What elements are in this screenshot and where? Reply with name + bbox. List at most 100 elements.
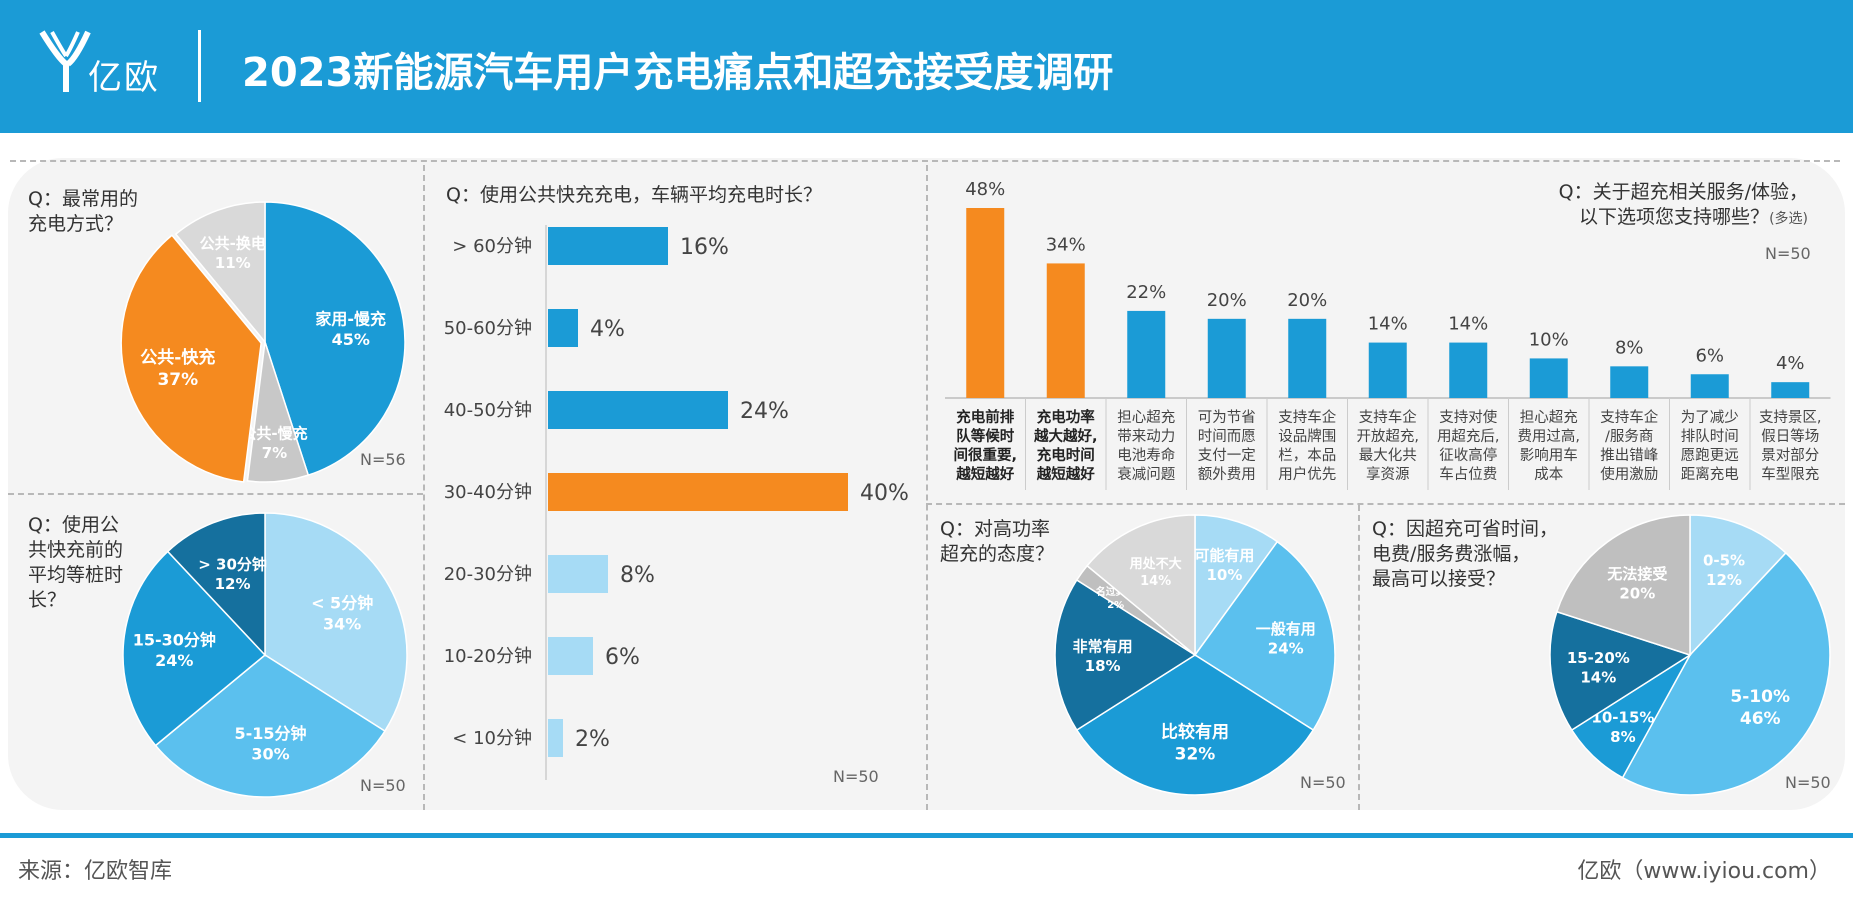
vbar-category-label: 为了减少排队时间愿跑更远距离充电 [1681,409,1739,483]
pie-slice [122,550,267,747]
hbar-bar [548,473,848,511]
vbar-bar [1771,382,1810,398]
pie-slice [1193,540,1336,732]
pie-slice [1075,654,1315,796]
vbar-value-label: 34% [1046,234,1086,255]
n-attitude: N=50 [1300,773,1346,792]
hbar-value-label: 8% [620,563,655,588]
q-price-increase: Q：因超充可省时间， 电费/服务费涨幅， 最高可以接受？ [1372,518,1558,590]
vbar-bar [1127,310,1166,398]
slice-label: 5-10% [1730,687,1790,707]
hbar-charge-duration: > 60分钟 16% 50-60分钟 4% 40-50分钟 24% 30-40分钟 40% 20… [444,225,909,780]
vbar-category-label: 担心超充费用过高,影响用车成本 [1517,409,1580,483]
pie-slice [1689,514,1787,657]
hbar-value-label: 6% [605,645,640,670]
pie-slice [246,341,310,483]
slice-label: 一般有用 [1256,620,1316,638]
vbar-value-label: 22% [1126,282,1166,303]
vbar-bar [1207,318,1246,398]
vbar-category-label: 支持车企开放超充,最大化共享资源 [1356,408,1419,483]
hbar-value-label: 16% [680,235,729,260]
slice-value: 12% [215,575,251,593]
vbar-category-label: 支持车企/服务商推出错峰使用激励 [1600,408,1658,483]
pie-slice [264,512,408,733]
footer-brand: 亿欧（www.iyiou.com） [1577,859,1831,884]
divider-v2 [926,165,928,810]
slice-value: 10% [1206,566,1242,584]
footer-source: 来源：亿欧智库 [18,859,173,884]
hbar-category-label: 40-50分钟 [444,400,532,421]
vbar-value-label: 20% [1287,290,1327,311]
vbar-bar [1288,318,1327,398]
vbar-bar [1690,374,1729,398]
slice-label: 5-15分钟 [235,724,307,743]
slice-label: > 30分钟 [198,555,267,573]
divider-top [10,160,1840,162]
vbar-bar [1368,342,1407,398]
slice-label: 用处不大 [1129,556,1182,572]
slice-label: 无法接受 [1606,565,1667,583]
pie-slice [166,512,266,657]
q-attitude: Q：对高功率 超充的态度？ [940,518,1055,565]
hbar-category-label: 50-60分钟 [444,318,532,339]
pie-slice [1555,514,1691,657]
vbar-supercharge-services: 48% 充电前排队等候时间很重要,越短越好 34% 充电功率越大越好,充电时间越短越好… [945,179,1831,490]
hbar-value-label: 4% [590,317,625,342]
slice-value: 12% [1706,571,1742,589]
logo-text: 亿欧 [88,58,160,98]
n-charging-method: N=56 [360,450,406,469]
divider-v3 [1358,505,1360,810]
hbar-category-label: 10-20分钟 [444,646,532,667]
slice-value: 14% [1140,574,1171,589]
hbar-value-label: 2% [575,727,610,752]
slice-value: 45% [332,330,370,349]
vbar-category-label: 充电功率越大越好,充电时间越短越好 [1033,408,1098,483]
header-divider [198,30,201,102]
pie-slice [1054,578,1197,732]
slice-label: 15-30分钟 [133,630,216,649]
page-title: 2023新能源汽车用户充电痛点和超充接受度调研 [242,50,1114,96]
slice-label: 15-20% [1567,649,1630,667]
pie-slice [154,654,386,798]
vbar-value-label: 8% [1615,337,1644,358]
pie-slice [1621,551,1831,796]
pie-slice [174,201,266,345]
hbar-value-label: 24% [740,399,789,424]
slice-label: 家用-慢充 [315,309,386,328]
q-charging-method: Q：最常用的 充电方式？ [28,188,138,235]
hbar-category-label: 20-30分钟 [444,564,532,585]
slice-value: 2% [1107,600,1124,611]
vbar-value-label: 14% [1368,314,1408,335]
vbar-bar [1046,263,1085,398]
hbar-bar [548,391,728,429]
hbar-bar [548,719,563,757]
header-bar: 亿欧 2023新能源汽车用户充电痛点和超充接受度调研 [0,0,1853,133]
slice-value: 11% [215,254,251,272]
hbar-bar [548,309,578,347]
slice-value: 7% [262,444,287,462]
slice-value: 30% [251,745,289,764]
n-charge-duration: N=50 [833,767,879,786]
vbar-bar [1529,358,1568,398]
hbar-bar [548,637,593,675]
slice-label: 非常有用 [1073,637,1133,655]
vbar-category-label: 支持对使用超充后,征收高停车占位费 [1437,409,1500,483]
slice-value: 18% [1085,657,1121,675]
slice-label: 10-15% [1591,709,1654,727]
pie-slice [1086,514,1196,657]
q-queue-time: Q：使用公 共快充前的 平均等桩时 长？ [28,514,124,611]
pie-slice [1549,610,1692,732]
pie-slice [264,201,406,477]
divider-h2 [926,503,1845,505]
n-supercharge-services: N=50 [1765,244,1811,263]
hbar-category-label: > 60分钟 [452,236,532,257]
vbar-bar [966,208,1005,398]
vbar-category-label: 可为节省时间而愿支付一定额外费用 [1198,409,1256,483]
hbar-category-label: 30-40分钟 [444,482,532,503]
divider-v1 [423,165,425,810]
vbar-bar [1610,366,1649,398]
slice-label: 比较有用 [1161,722,1229,743]
vbar-bar [1449,342,1488,398]
slice-label: 0-5% [1703,551,1745,569]
